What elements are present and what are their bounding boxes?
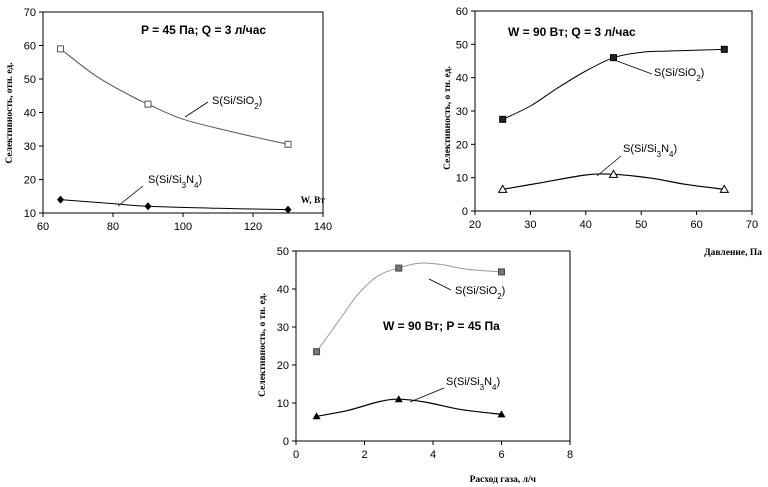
y-tick-label: 60: [456, 6, 468, 18]
series-label: S(Si/SiO2): [654, 67, 704, 83]
y-tick-label: 60: [24, 41, 36, 53]
label-leader-line: [428, 278, 452, 291]
x-tick-label: 140: [314, 221, 332, 233]
series-line: [316, 398, 502, 417]
x-tick-label: 80: [107, 221, 119, 233]
x-tick-label: 2: [361, 449, 367, 461]
chart-2: 20 30 40 50 60 70 0 10 20 30 40 50 60 W = 90 Вт; Q = …: [443, 6, 762, 258]
series-line: [316, 262, 502, 352]
plot-area: [474, 10, 753, 212]
data-point: [497, 184, 508, 193]
x-tick-label: 60: [37, 221, 49, 233]
chart-title: W = 90 Вт; P = 45 Па: [383, 319, 500, 333]
y-axis-title: Селективность, о тн. ед.: [258, 293, 268, 397]
chart-title: W = 90 Вт; Q = 3 л/час: [508, 25, 636, 39]
data-point: [284, 205, 292, 214]
y-tick-label: 70: [24, 7, 36, 19]
data-point: [144, 202, 152, 211]
x-tick-label: 100: [174, 221, 192, 233]
x-tick-label: 40: [580, 219, 592, 231]
y-axis-title: Селективность, о тн. ед.: [443, 66, 453, 170]
chart-title: P = 45 Па; Q = 3 л/час: [141, 23, 266, 37]
y-tick-label: 10: [277, 398, 289, 410]
x-tick-label: 50: [635, 219, 647, 231]
x-tick-label: 60: [690, 219, 702, 231]
data-point: [395, 264, 403, 272]
y-tick-label: 10: [24, 208, 36, 220]
y-tick-label: 20: [277, 360, 289, 372]
y-tick-label: 40: [24, 108, 36, 120]
data-point: [610, 54, 617, 62]
series-line: [502, 48, 725, 120]
data-point: [284, 140, 292, 148]
x-axis-title: Расход газа, л/ч: [470, 475, 537, 485]
data-point: [608, 169, 619, 178]
data-point: [499, 115, 507, 123]
data-point: [57, 195, 64, 204]
y-tick-label: 30: [456, 106, 468, 118]
series-label: S(Si/Si3N4): [623, 143, 677, 159]
label-leader-line: [616, 60, 653, 75]
x-tick-label: 20: [469, 219, 481, 231]
y-tick-label: 50: [456, 39, 468, 51]
y-tick-label: 10: [456, 173, 468, 185]
series-label: S(Si/Si3N4): [446, 376, 500, 392]
series-label: S(Si/Si3N4): [148, 174, 202, 190]
x-tick-label: 70: [746, 219, 758, 231]
data-point: [719, 184, 730, 193]
data-point: [498, 268, 505, 276]
y-tick-label: 30: [24, 141, 36, 153]
data-point: [313, 348, 321, 356]
y-tick-label: 50: [277, 246, 289, 258]
x-tick-label: 4: [430, 449, 436, 461]
x-tick-label: 30: [524, 219, 536, 231]
chart-1: 60 80 100 120 140 10 20 30 40 50 60 70 P = 45 Па; Q …: [5, 7, 332, 233]
y-tick-label: 0: [462, 206, 468, 218]
data-point: [497, 410, 506, 418]
series-label: S(Si/SiO2): [455, 285, 505, 301]
label-leader-line: [596, 155, 622, 177]
y-tick-label: 20: [456, 139, 468, 151]
label-leader-line: [117, 185, 144, 207]
series-label: S(Si/SiO2): [212, 95, 262, 111]
x-tick-label: 6: [498, 449, 504, 461]
data-point: [720, 45, 728, 53]
x-axis-title: W, Вт: [301, 196, 326, 206]
x-tick-label: 120: [244, 221, 262, 233]
data-point: [144, 100, 152, 108]
x-tick-label: 8: [567, 449, 573, 461]
y-tick-label: 40: [277, 284, 289, 296]
data-point: [57, 45, 64, 53]
x-tick-label: 0: [293, 449, 299, 461]
x-axis-title: Давление, Па: [704, 248, 762, 258]
y-axis-title: Селективность, отн. ед.: [5, 62, 15, 163]
y-tick-label: 30: [277, 322, 289, 334]
y-tick-label: 50: [24, 74, 36, 86]
y-tick-label: 20: [24, 175, 36, 187]
data-point: [312, 412, 321, 420]
label-leader-line: [184, 101, 209, 118]
data-point: [394, 395, 403, 403]
y-tick-label: 0: [283, 436, 289, 448]
series-line: [60, 199, 289, 211]
chart-3: 0 2 4 6 8 0 10 20 30 40 50 W = 90 Вт; P = 45 Па Расх…: [258, 246, 573, 485]
label-leader-line: [409, 387, 445, 403]
y-tick-label: 40: [456, 73, 468, 85]
